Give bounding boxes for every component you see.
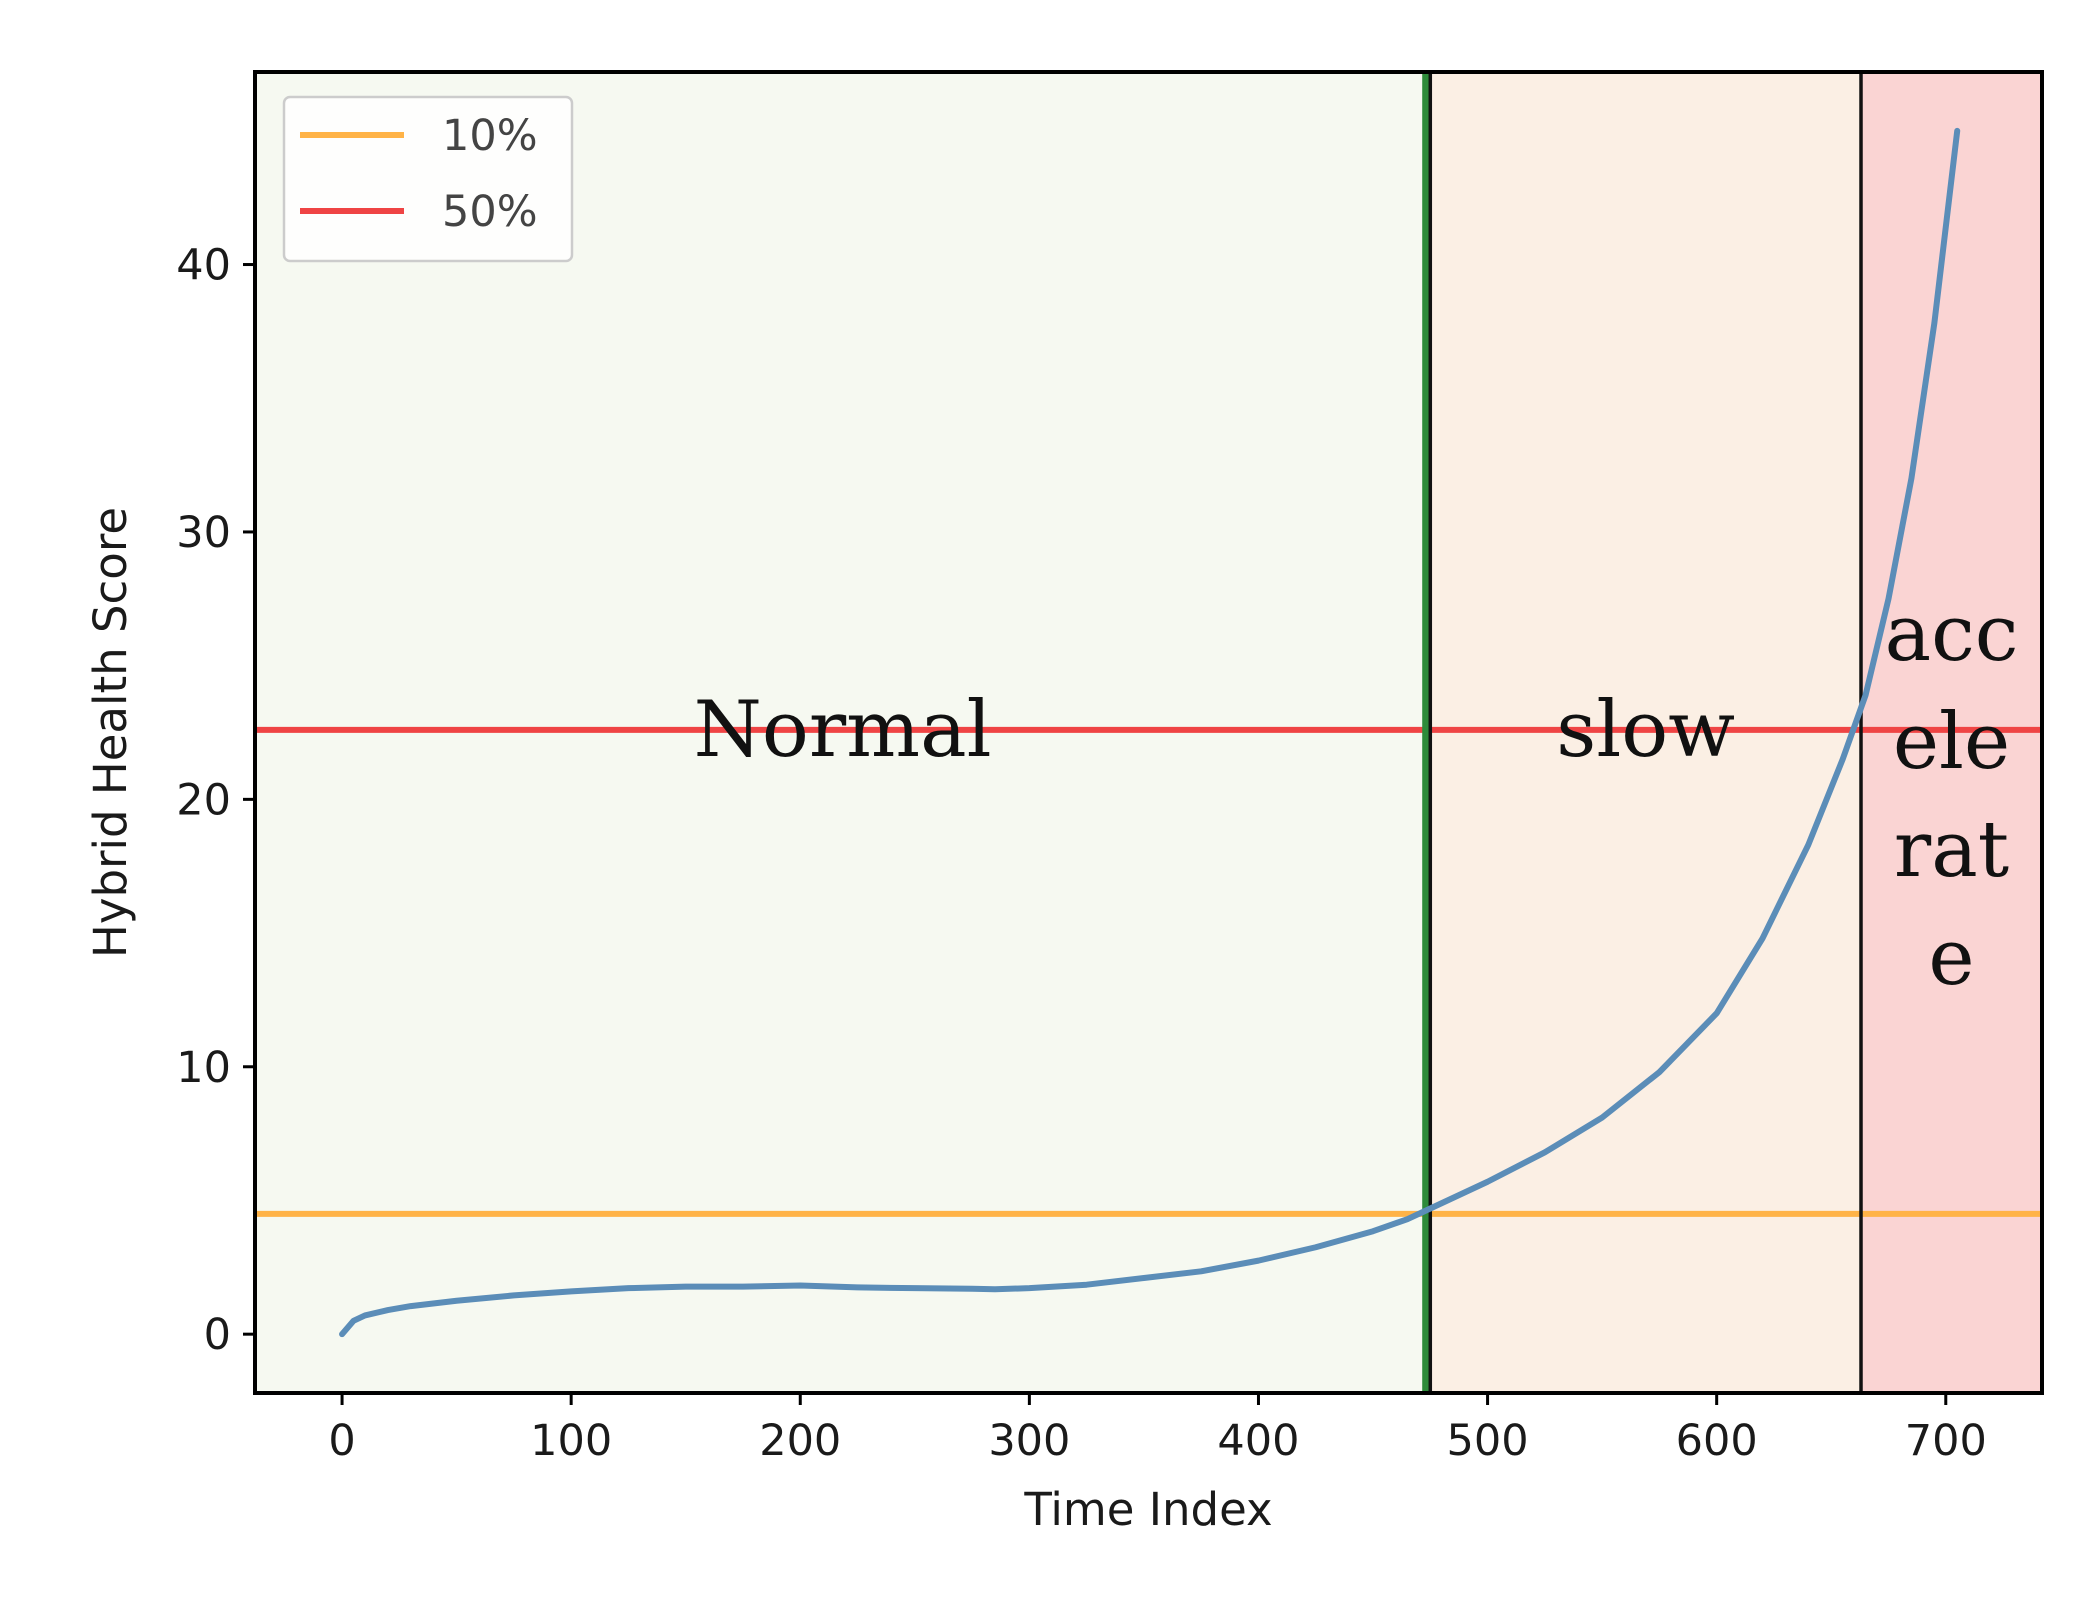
x-axis-label: Time Index xyxy=(1023,1483,1272,1536)
legend: 10% 50% xyxy=(282,95,574,263)
region-labels: Normal slow acc ele rat e xyxy=(694,589,2019,1003)
legend-label: 10% xyxy=(442,111,538,161)
x-tick-label: 300 xyxy=(988,1416,1070,1466)
y-tick-label: 40 xyxy=(176,241,231,291)
x-tick-label: 700 xyxy=(1905,1416,1987,1466)
y-tick-label: 20 xyxy=(176,775,231,825)
x-tick-label: 600 xyxy=(1676,1416,1758,1466)
axes: 0 100 200 300 400 500 600 700 0 10 20 30 40 xyxy=(176,70,2044,1466)
threshold-lines xyxy=(255,726,2042,1217)
series-line-0 xyxy=(339,127,1961,1338)
x-tick-label: 400 xyxy=(1217,1416,1299,1466)
x-tick-label: 200 xyxy=(759,1416,841,1466)
legend-label: 50% xyxy=(442,187,538,237)
region-boundaries xyxy=(1422,72,1863,1393)
x-tick-label: 100 xyxy=(530,1416,612,1466)
y-axis-label: Hybrid Health Score xyxy=(84,507,137,958)
region-label-1: slow xyxy=(1556,685,1735,775)
region-label-0: Normal xyxy=(694,685,992,775)
region-label-line-0: acc xyxy=(1885,589,2019,679)
y-tick-label: 10 xyxy=(176,1043,231,1093)
y-tick-label: 30 xyxy=(176,508,231,558)
plot-frame xyxy=(253,70,2044,1395)
region-label-line-1: ele xyxy=(1893,697,2010,787)
series-lines xyxy=(339,127,1961,1338)
y-tick-label: 0 xyxy=(204,1310,231,1360)
region-label-line-2: rat xyxy=(1894,805,2009,895)
x-tick-label: 500 xyxy=(1447,1416,1529,1466)
x-tick-label: 0 xyxy=(328,1416,355,1466)
region-label-line-3: e xyxy=(1928,913,1974,1003)
